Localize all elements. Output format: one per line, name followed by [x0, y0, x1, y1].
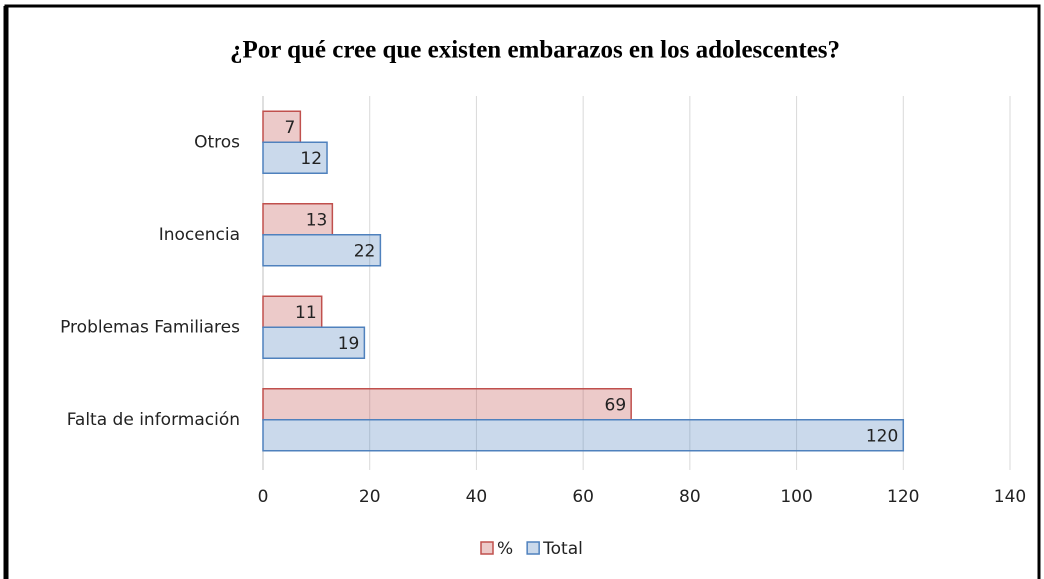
x-tick-label: 100	[780, 487, 812, 507]
y-tick-label: Inocencia	[159, 225, 240, 245]
data-label: 19	[338, 334, 360, 354]
data-label: 11	[295, 303, 317, 323]
bar	[262, 110, 302, 143]
bar	[262, 234, 382, 267]
frame	[4, 4, 1041, 579]
legend-label: %	[497, 539, 513, 559]
data-label: 69	[605, 395, 627, 415]
legend-label: Total	[542, 539, 583, 559]
x-tick-label: 140	[994, 487, 1026, 507]
data-label: 22	[354, 241, 376, 261]
data-label: 7	[285, 118, 296, 138]
bar	[262, 419, 905, 452]
data-label: 12	[300, 149, 322, 169]
x-tick-label: 120	[887, 487, 919, 507]
y-tick-label: Problemas Familiares	[60, 317, 240, 337]
data-label: 13	[306, 210, 328, 230]
x-tick-label: 80	[679, 487, 701, 507]
bar	[262, 326, 366, 359]
data-label: 120	[866, 426, 898, 446]
bar	[262, 295, 323, 328]
bar	[262, 141, 328, 174]
y-tick-label: Otros	[194, 132, 240, 152]
x-tick-label: 0	[258, 487, 269, 507]
y-tick-label: Falta de información	[67, 410, 240, 430]
bar	[262, 388, 632, 421]
chart-title: ¿Por qué cree que existen embarazos en l…	[230, 37, 840, 64]
x-tick-label: 60	[572, 487, 594, 507]
x-tick-label: 40	[466, 487, 488, 507]
legend-swatch	[480, 541, 494, 555]
x-tick-label: 20	[359, 487, 381, 507]
legend-swatch	[526, 541, 540, 555]
